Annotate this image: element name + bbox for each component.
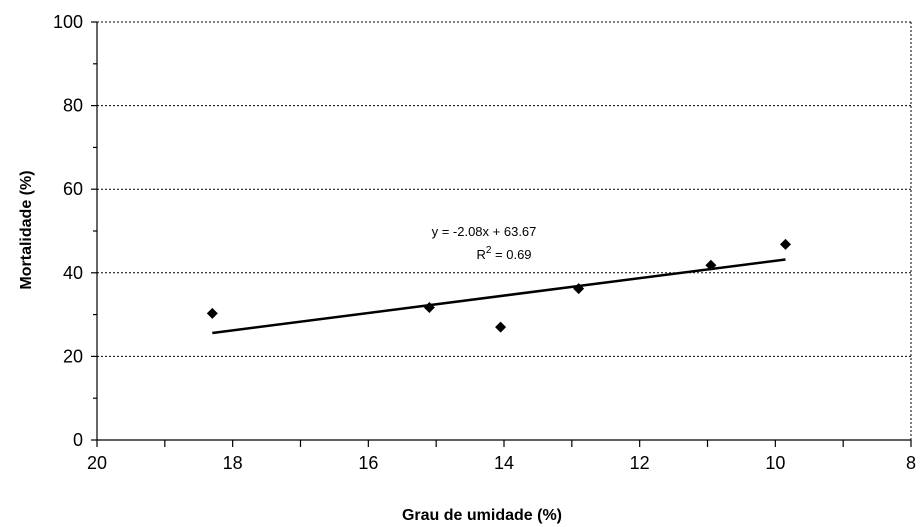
y-tick-label: 80 — [63, 96, 83, 116]
data-point-diamond — [573, 283, 585, 295]
data-point-diamond — [206, 307, 218, 319]
y-tick-label: 60 — [63, 179, 83, 199]
y-axis-title: Mortalidade (%) — [18, 170, 35, 289]
trendline — [212, 258, 786, 335]
trendline-group — [212, 258, 786, 335]
grid-lines — [97, 21, 912, 440]
x-tick-label: 10 — [765, 453, 785, 473]
y-tick-label: 40 — [63, 263, 83, 283]
x-tick-label: 8 — [906, 453, 916, 473]
x-tick-label: 20 — [87, 453, 107, 473]
x-tick-label: 14 — [494, 453, 514, 473]
equation-label: y = -2.08x + 63.67 — [432, 224, 537, 239]
r-squared-label: R2 = 0.69 — [476, 245, 531, 262]
y-tick-labels: 0 20 40 60 80 100 — [53, 12, 83, 450]
data-point-diamond — [423, 301, 435, 313]
data-point-diamond — [495, 321, 507, 333]
data-point-diamond — [780, 238, 792, 250]
x-tick-label: 12 — [630, 453, 650, 473]
x-tick-label: 16 — [358, 453, 378, 473]
y-tick-label: 20 — [63, 346, 83, 366]
y-tick-label: 0 — [73, 430, 83, 450]
tick-marks — [91, 21, 912, 447]
x-tick-labels: 20 18 16 14 12 10 8 — [87, 453, 916, 473]
data-points — [206, 238, 792, 333]
data-point-diamond — [705, 259, 717, 271]
x-tick-label: 18 — [223, 453, 243, 473]
y-tick-label: 100 — [53, 12, 83, 32]
x-axis-title: Grau de umidade (%) — [402, 507, 562, 524]
